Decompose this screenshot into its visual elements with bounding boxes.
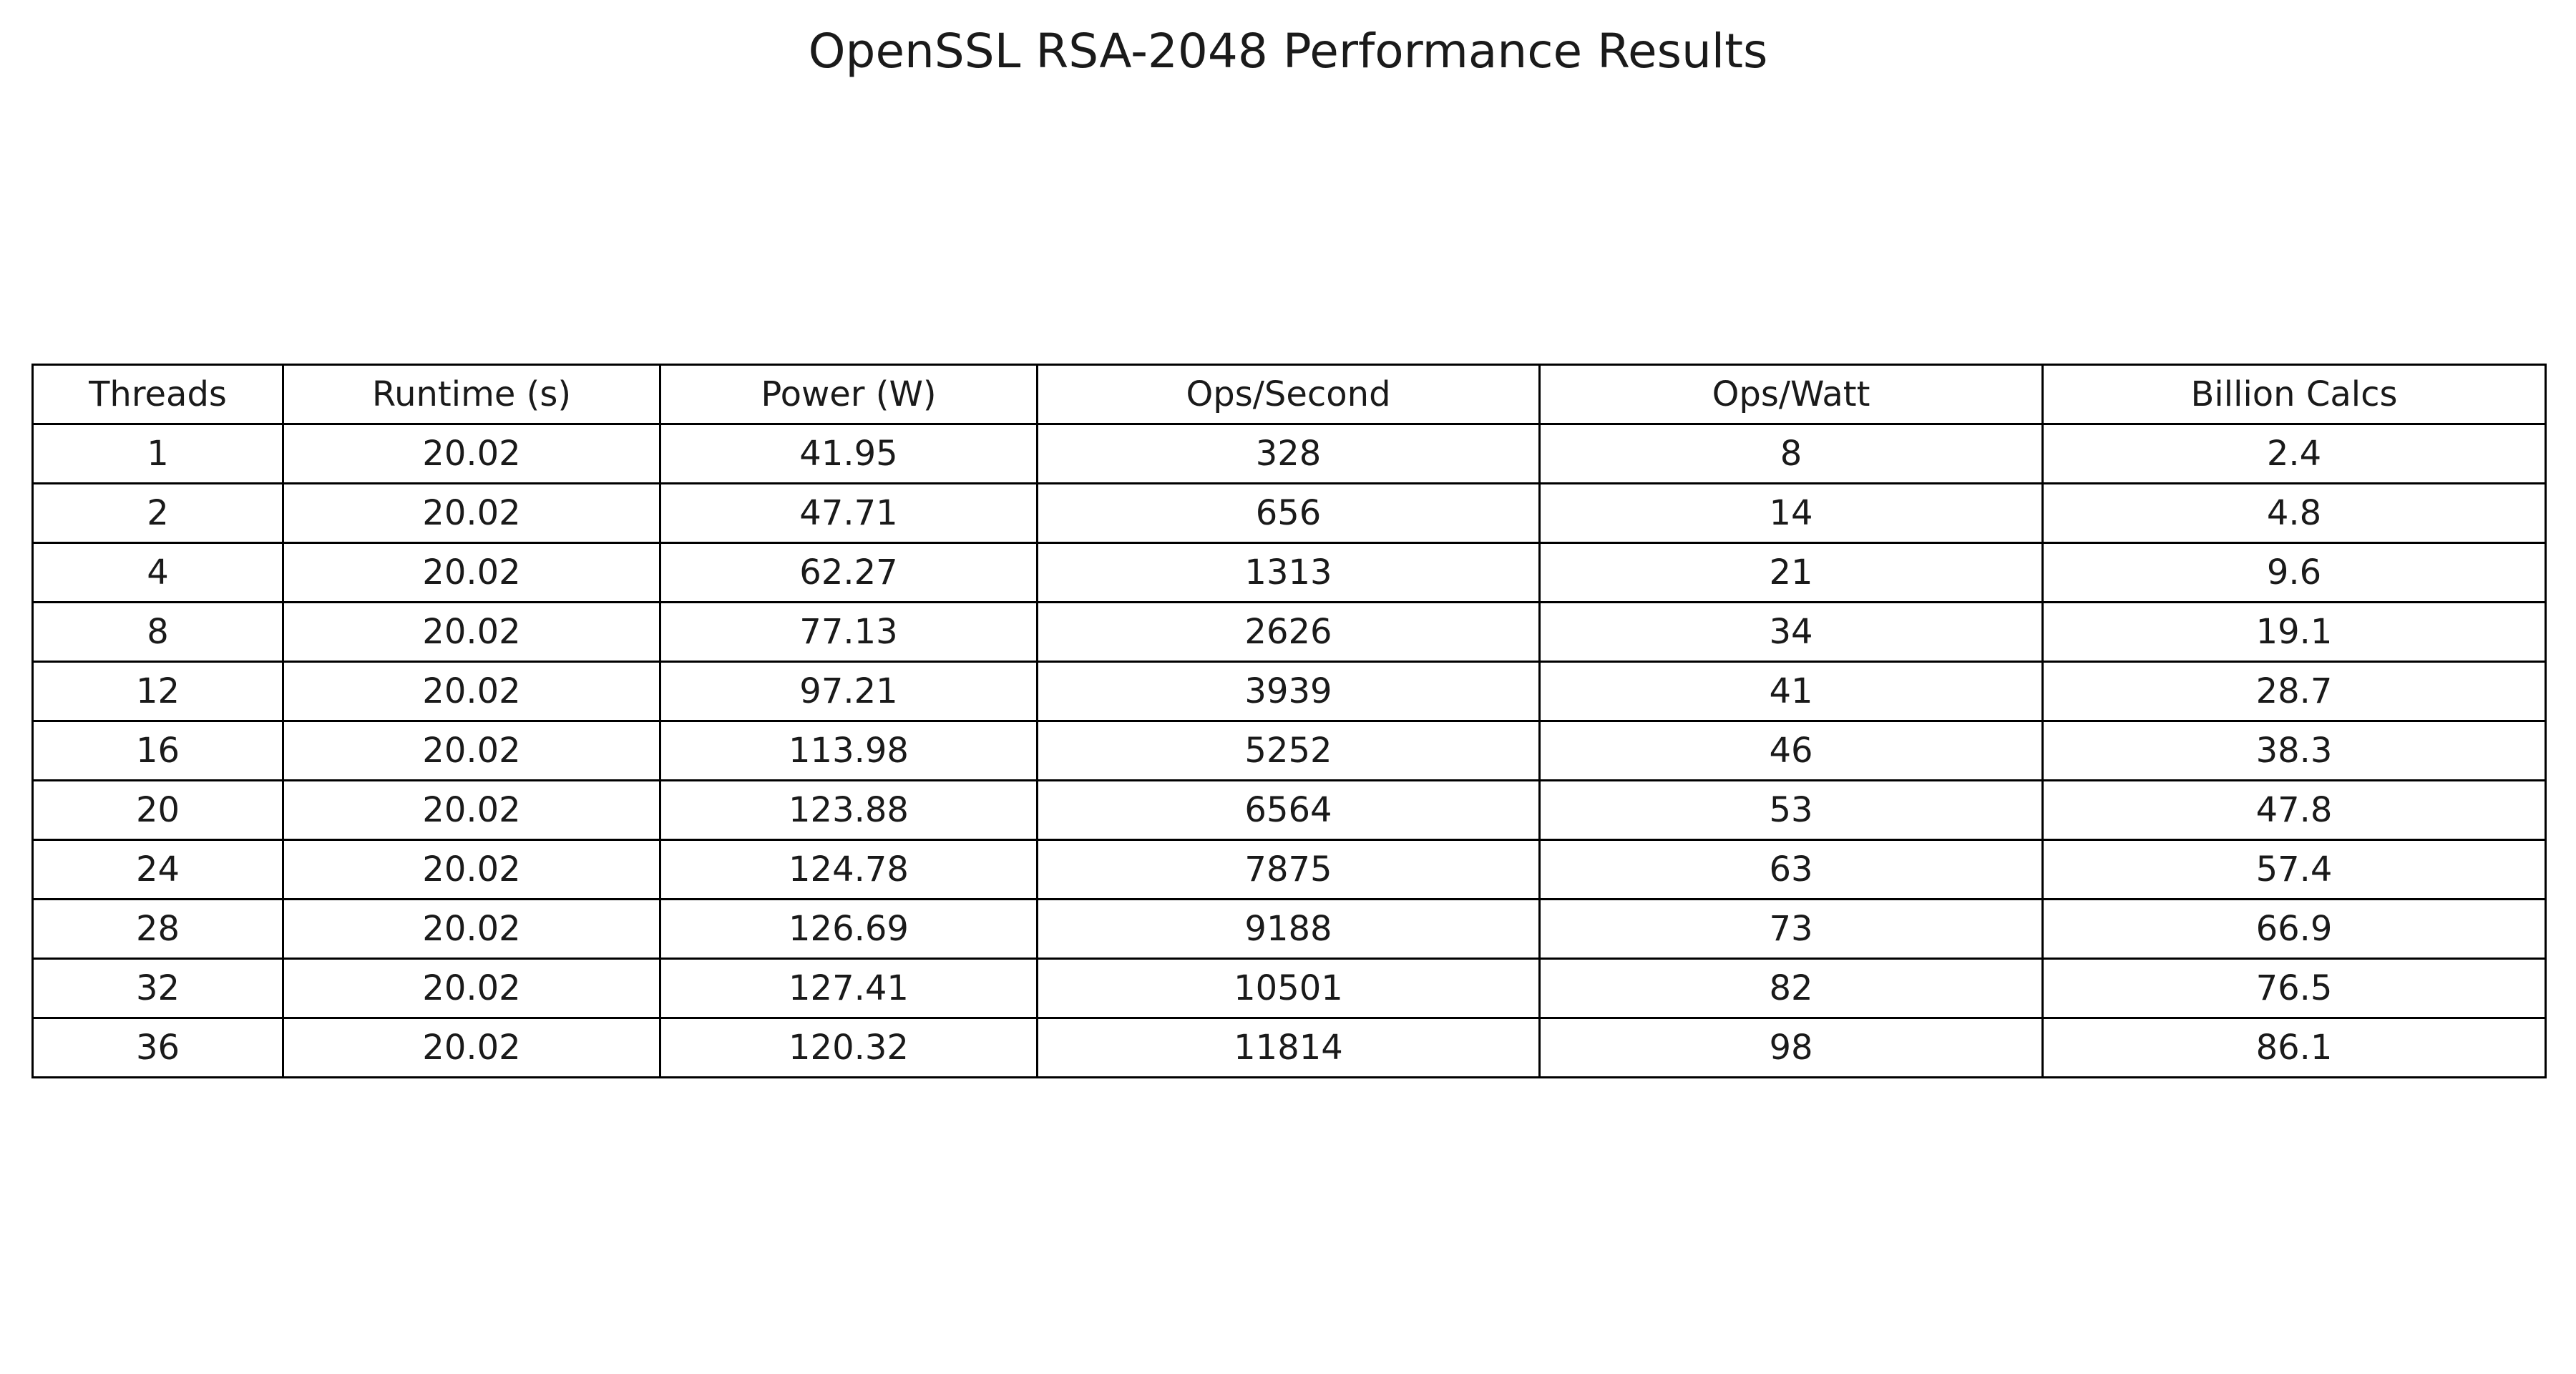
header-runtime: Runtime (s) bbox=[282, 364, 661, 425]
power-cell: 127.41 bbox=[659, 958, 1038, 1019]
billion-calcs-cell: 76.5 bbox=[2041, 958, 2547, 1019]
power-cell: 113.98 bbox=[659, 720, 1038, 781]
runtime-cell: 20.02 bbox=[282, 423, 661, 484]
table-row: 1 20.02 41.95 328 8 2.4 bbox=[31, 423, 2547, 484]
runtime-cell: 20.02 bbox=[282, 482, 661, 544]
runtime-cell: 20.02 bbox=[282, 779, 661, 841]
threads-cell: 16 bbox=[31, 720, 284, 781]
chart-title: OpenSSL RSA-2048 Performance Results bbox=[808, 24, 1768, 79]
ops-per-second-cell: 5252 bbox=[1036, 720, 1541, 781]
ops-per-watt-cell: 53 bbox=[1538, 779, 2044, 841]
ops-per-watt-cell: 73 bbox=[1538, 898, 2044, 960]
threads-cell: 1 bbox=[31, 423, 284, 484]
ops-per-second-cell: 9188 bbox=[1036, 898, 1541, 960]
billion-calcs-cell: 38.3 bbox=[2041, 720, 2547, 781]
ops-per-second-cell: 11814 bbox=[1036, 1017, 1541, 1078]
ops-per-second-cell: 656 bbox=[1036, 482, 1541, 544]
header-ops-per-watt: Ops/Watt bbox=[1538, 364, 2044, 425]
power-cell: 120.32 bbox=[659, 1017, 1038, 1078]
ops-per-second-cell: 3939 bbox=[1036, 661, 1541, 722]
billion-calcs-cell: 66.9 bbox=[2041, 898, 2547, 960]
threads-cell: 28 bbox=[31, 898, 284, 960]
runtime-cell: 20.02 bbox=[282, 1017, 661, 1078]
header-threads: Threads bbox=[31, 364, 284, 425]
billion-calcs-cell: 4.8 bbox=[2041, 482, 2547, 544]
results-table-container: Threads Runtime (s) Power (W) Ops/Second… bbox=[31, 364, 2547, 1078]
runtime-cell: 20.02 bbox=[282, 661, 661, 722]
ops-per-watt-cell: 82 bbox=[1538, 958, 2044, 1019]
power-cell: 97.21 bbox=[659, 661, 1038, 722]
threads-cell: 32 bbox=[31, 958, 284, 1019]
billion-calcs-cell: 47.8 bbox=[2041, 779, 2547, 841]
threads-cell: 20 bbox=[31, 779, 284, 841]
ops-per-watt-cell: 8 bbox=[1538, 423, 2044, 484]
ops-per-second-cell: 1313 bbox=[1036, 542, 1541, 603]
ops-per-second-cell: 328 bbox=[1036, 423, 1541, 484]
header-row: Threads Runtime (s) Power (W) Ops/Second… bbox=[31, 364, 2547, 425]
threads-cell: 4 bbox=[31, 542, 284, 603]
power-cell: 123.88 bbox=[659, 779, 1038, 841]
power-cell: 126.69 bbox=[659, 898, 1038, 960]
ops-per-second-cell: 6564 bbox=[1036, 779, 1541, 841]
runtime-cell: 20.02 bbox=[282, 839, 661, 900]
power-cell: 41.95 bbox=[659, 423, 1038, 484]
table-row: 4 20.02 62.27 1313 21 9.6 bbox=[31, 542, 2547, 603]
results-table: Threads Runtime (s) Power (W) Ops/Second… bbox=[31, 364, 2547, 1078]
ops-per-watt-cell: 21 bbox=[1538, 542, 2044, 603]
billion-calcs-cell: 9.6 bbox=[2041, 542, 2547, 603]
ops-per-second-cell: 10501 bbox=[1036, 958, 1541, 1019]
header-ops-per-second: Ops/Second bbox=[1036, 364, 1541, 425]
table-body: 1 20.02 41.95 328 8 2.4 2 20.02 47.71 656 14 4.8 4 20… bbox=[31, 423, 2547, 1078]
table-row: 2 20.02 47.71 656 14 4.8 bbox=[31, 482, 2547, 544]
table-row: 16 20.02 113.98 5252 46 38.3 bbox=[31, 720, 2547, 781]
power-cell: 47.71 bbox=[659, 482, 1038, 544]
table-row: 12 20.02 97.21 3939 41 28.7 bbox=[31, 661, 2547, 722]
table-row: 8 20.02 77.13 2626 34 19.1 bbox=[31, 601, 2547, 663]
billion-calcs-cell: 57.4 bbox=[2041, 839, 2547, 900]
ops-per-watt-cell: 46 bbox=[1538, 720, 2044, 781]
ops-per-watt-cell: 34 bbox=[1538, 601, 2044, 663]
runtime-cell: 20.02 bbox=[282, 601, 661, 663]
threads-cell: 12 bbox=[31, 661, 284, 722]
billion-calcs-cell: 2.4 bbox=[2041, 423, 2547, 484]
header-billion-calcs: Billion Calcs bbox=[2041, 364, 2547, 425]
ops-per-watt-cell: 41 bbox=[1538, 661, 2044, 722]
power-cell: 124.78 bbox=[659, 839, 1038, 900]
ops-per-watt-cell: 14 bbox=[1538, 482, 2044, 544]
billion-calcs-cell: 86.1 bbox=[2041, 1017, 2547, 1078]
table-row: 32 20.02 127.41 10501 82 76.5 bbox=[31, 958, 2547, 1019]
table-row: 36 20.02 120.32 11814 98 86.1 bbox=[31, 1017, 2547, 1078]
table-row: 24 20.02 124.78 7875 63 57.4 bbox=[31, 839, 2547, 900]
table-row: 20 20.02 123.88 6564 53 47.8 bbox=[31, 779, 2547, 841]
ops-per-second-cell: 7875 bbox=[1036, 839, 1541, 900]
ops-per-watt-cell: 63 bbox=[1538, 839, 2044, 900]
runtime-cell: 20.02 bbox=[282, 542, 661, 603]
billion-calcs-cell: 19.1 bbox=[2041, 601, 2547, 663]
runtime-cell: 20.02 bbox=[282, 958, 661, 1019]
ops-per-watt-cell: 98 bbox=[1538, 1017, 2044, 1078]
runtime-cell: 20.02 bbox=[282, 898, 661, 960]
threads-cell: 8 bbox=[31, 601, 284, 663]
ops-per-second-cell: 2626 bbox=[1036, 601, 1541, 663]
runtime-cell: 20.02 bbox=[282, 720, 661, 781]
threads-cell: 36 bbox=[31, 1017, 284, 1078]
power-cell: 77.13 bbox=[659, 601, 1038, 663]
threads-cell: 24 bbox=[31, 839, 284, 900]
billion-calcs-cell: 28.7 bbox=[2041, 661, 2547, 722]
power-cell: 62.27 bbox=[659, 542, 1038, 603]
table-row: 28 20.02 126.69 9188 73 66.9 bbox=[31, 898, 2547, 960]
threads-cell: 2 bbox=[31, 482, 284, 544]
header-power: Power (W) bbox=[659, 364, 1038, 425]
